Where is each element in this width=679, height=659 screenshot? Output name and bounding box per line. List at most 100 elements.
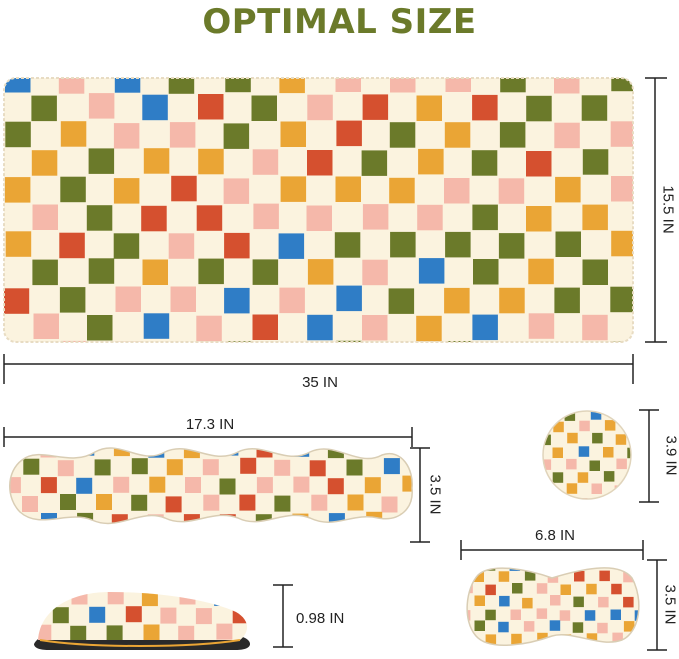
pattern-square — [574, 571, 585, 582]
pattern-square — [168, 78, 195, 94]
pattern-square — [498, 178, 525, 204]
pattern-square — [76, 477, 93, 494]
pattern-square — [586, 633, 598, 644]
pattern-square — [472, 94, 498, 121]
pattern-square — [499, 595, 510, 607]
mousepad-width-label: 35 IN — [302, 374, 338, 391]
pattern-square — [629, 420, 631, 431]
pattern-square — [113, 178, 140, 204]
pattern-square — [543, 434, 551, 446]
pattern-square — [362, 315, 388, 341]
pattern-square — [522, 597, 533, 609]
pattern-square — [23, 531, 39, 547]
pattern-square — [252, 259, 279, 285]
pattern-square — [22, 496, 38, 512]
pattern-square — [183, 447, 200, 459]
pattern-square — [499, 343, 525, 369]
pattern-square — [198, 94, 224, 120]
pattern-square — [510, 609, 521, 620]
pattern-square — [335, 78, 361, 92]
pattern-square — [597, 622, 608, 634]
pattern-square — [327, 447, 344, 459]
pattern-square — [401, 447, 413, 457]
mouse-rest-depth-label: 3.5 IN — [661, 584, 679, 625]
pattern-square — [543, 459, 552, 470]
pattern-square — [4, 288, 30, 314]
pattern-square — [141, 205, 167, 232]
pattern-square — [239, 494, 256, 511]
pattern-square — [523, 621, 535, 632]
pattern-square — [627, 447, 631, 459]
pattern-square — [202, 459, 219, 476]
pattern-square — [389, 177, 415, 204]
mousepad-height-label: 15.5 IN — [659, 185, 677, 234]
pattern-square — [472, 204, 498, 231]
pattern-square — [537, 632, 548, 644]
pattern-square — [524, 570, 536, 581]
pattern-square — [255, 514, 272, 524]
pattern-square — [252, 314, 278, 340]
pattern-square — [586, 583, 597, 595]
keyboard-rest-width-label: 17.3 IN — [185, 416, 235, 433]
pattern-square — [612, 632, 623, 644]
pattern-square — [388, 288, 415, 314]
pattern-square — [611, 78, 633, 92]
page-title: OPTIMAL SIZE — [202, 2, 477, 42]
pattern-square — [32, 259, 58, 286]
pattern-square — [142, 94, 168, 121]
pattern-square — [31, 95, 57, 122]
pattern-square — [602, 497, 614, 499]
pattern-square — [171, 175, 197, 202]
pattern-square — [89, 606, 106, 623]
pattern-square — [573, 596, 584, 608]
pattern-square — [113, 233, 140, 259]
pattern-square — [543, 485, 551, 496]
pattern-square — [86, 205, 113, 231]
pattern-square — [603, 471, 615, 482]
pattern-square — [87, 315, 113, 341]
pattern-square — [31, 150, 58, 176]
pattern-square — [566, 483, 578, 494]
pattern-square — [610, 609, 621, 620]
pattern-square — [4, 343, 30, 369]
wrist-rest-side-view — [34, 592, 250, 650]
pattern-square — [526, 151, 552, 177]
pattern-square — [562, 567, 573, 569]
pattern-square — [500, 78, 526, 93]
pattern-square — [41, 513, 57, 524]
pattern-square — [70, 625, 87, 640]
coaster — [542, 410, 632, 500]
desk-mat — [3, 77, 665, 369]
keyboard-rest-depth-label: 3.5 IN — [426, 474, 444, 515]
pattern-square — [166, 532, 182, 548]
pattern-square — [636, 583, 639, 594]
pattern-square — [536, 567, 548, 569]
pattern-square — [33, 313, 59, 339]
pattern-square — [113, 476, 130, 493]
pattern-square — [400, 513, 413, 524]
pattern-square — [183, 514, 200, 524]
pattern-square — [219, 478, 236, 495]
pattern-square — [293, 476, 310, 493]
pattern-square — [52, 607, 69, 624]
pattern-square — [472, 314, 498, 341]
pattern-square — [581, 95, 608, 121]
pattern-square — [166, 459, 183, 476]
pattern-square — [639, 258, 665, 284]
pattern-square — [552, 447, 563, 458]
pattern-square — [467, 567, 471, 571]
pattern-square — [224, 232, 250, 259]
pattern-square — [649, 646, 660, 657]
pattern-square — [552, 497, 564, 499]
pattern-square — [498, 647, 509, 658]
pattern-square — [636, 151, 662, 177]
pattern-square — [280, 121, 306, 147]
pattern-square — [198, 258, 224, 285]
mouse-rest-width-label: 6.8 IN — [534, 527, 576, 544]
keyboard-wrist-rest — [9, 447, 413, 548]
pattern-square — [611, 567, 623, 569]
pattern-square — [131, 531, 147, 547]
pattern-square — [178, 625, 195, 640]
pattern-square — [59, 287, 86, 313]
